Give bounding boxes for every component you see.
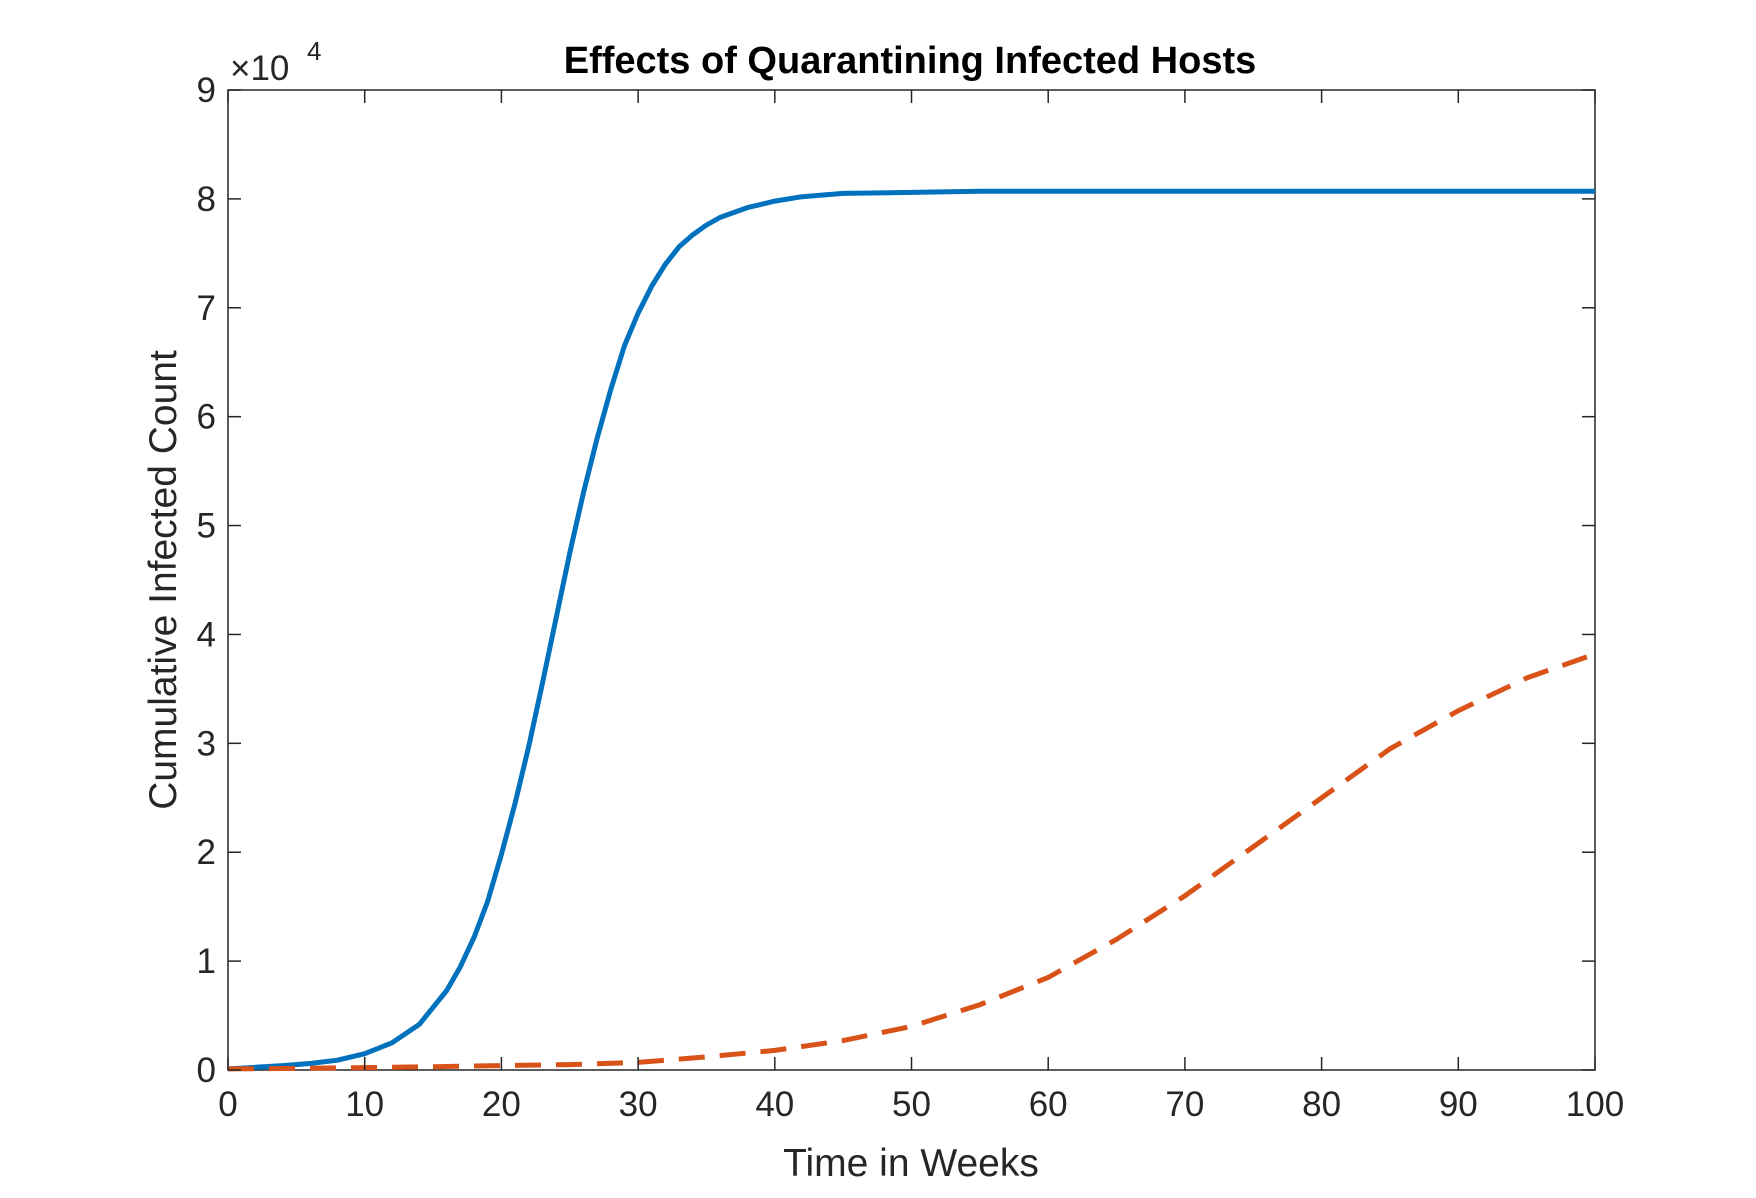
y-tick-label: 7 xyxy=(197,289,216,328)
y-axis: 0 1 2 3 4 5 6 7 8 9 xyxy=(197,71,1595,1090)
x-tick-label: 50 xyxy=(892,1085,931,1124)
x-axis-title: Time in Weeks xyxy=(783,1142,1039,1185)
series-line-2 xyxy=(227,651,1596,1072)
plot-area xyxy=(227,89,1596,1071)
y-tick-label: 6 xyxy=(197,398,216,437)
y-exponent-power: 4 xyxy=(307,36,321,66)
x-tick-label: 90 xyxy=(1439,1085,1478,1124)
y-exponent-label: ×10 4 xyxy=(230,36,321,88)
x-tick-label: 0 xyxy=(218,1085,237,1124)
x-tick-label: 60 xyxy=(1029,1085,1068,1124)
chart-title: Effects of Quarantining Infected Hosts xyxy=(564,40,1257,82)
x-tick-label: 40 xyxy=(755,1085,794,1124)
y-tick-label: 1 xyxy=(197,942,216,981)
y-tick-label: 5 xyxy=(197,507,216,546)
x-tick-label: 20 xyxy=(482,1085,521,1124)
y-tick-label: 3 xyxy=(197,724,216,763)
series-layer xyxy=(227,188,1596,1072)
y-exponent-base: ×10 xyxy=(230,49,289,88)
y-axis-title: Cumulative Infected Count xyxy=(142,350,185,810)
y-tick-label: 4 xyxy=(197,615,216,654)
y-tick-label: 9 xyxy=(197,71,216,110)
x-tick-label: 80 xyxy=(1302,1085,1341,1124)
y-tick-label: 2 xyxy=(197,833,216,872)
x-tick-label: 10 xyxy=(345,1085,384,1124)
x-tick-label: 30 xyxy=(619,1085,658,1124)
y-tick-label: 8 xyxy=(197,180,216,219)
x-axis: 0 10 20 30 40 50 60 70 80 90 100 xyxy=(218,90,1624,1124)
y-tick-label: 0 xyxy=(197,1051,216,1090)
x-tick-label: 100 xyxy=(1566,1085,1624,1124)
plot-frame xyxy=(227,89,1596,1071)
series-line-1 xyxy=(227,188,1595,1072)
x-tick-label: 70 xyxy=(1165,1085,1204,1124)
